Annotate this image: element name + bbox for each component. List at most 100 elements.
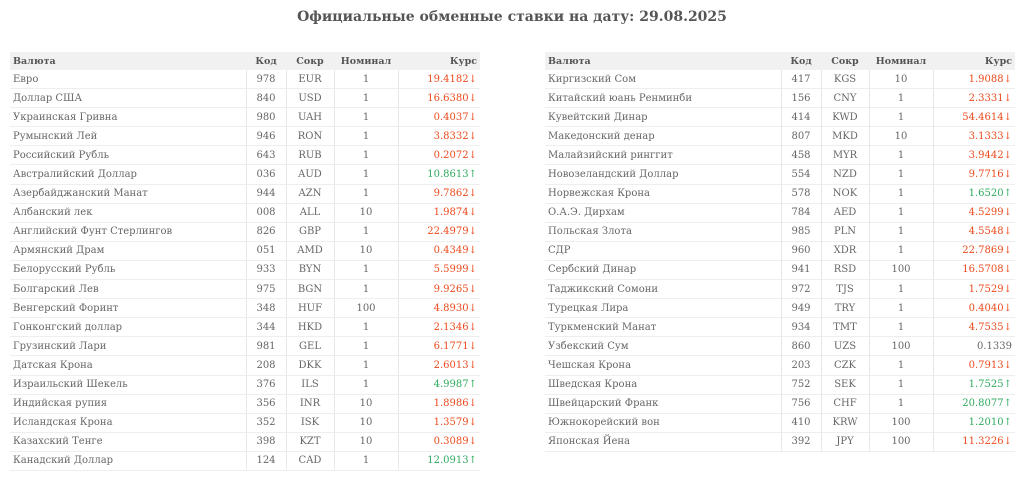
currency-abbr: DKK (285, 355, 334, 376)
currency-abbr: RSD (820, 260, 869, 281)
currency-name: Болгарский Лев (10, 279, 246, 300)
currency-code: 985 (780, 222, 821, 242)
currency-nominal: 10 (333, 413, 398, 433)
currency-abbr: ALL (285, 203, 334, 223)
currency-rate: 9.7716↓ (932, 164, 1015, 185)
currency-name: Украинская Гривна (10, 107, 246, 128)
currency-name: Датская Крона (10, 355, 246, 376)
currency-code: 933 (245, 260, 286, 281)
table-row: Узбекский Сум 860 UZS 100 0.1339 (545, 336, 1015, 357)
currency-abbr: KGS (820, 70, 869, 90)
table-row: Сербский Динар 941 RSD 100 16.5708↓ (545, 260, 1015, 281)
currency-code: 352 (245, 413, 286, 433)
currency-abbr: PLN (820, 222, 869, 242)
currency-abbr: KWD (820, 107, 869, 128)
currency-name: Южнокорейский вон (545, 413, 781, 433)
currency-abbr: TJS (820, 279, 869, 300)
table-row: Польская Злота 985 PLN 1 4.5548↓ (545, 222, 1015, 242)
currency-rate: 10.8613↑ (397, 164, 480, 185)
table-row: Кувейтский Динар 414 KWD 1 54.4614↓ (545, 107, 1015, 128)
table-row: Азербайджанский Манат 944 AZN 1 9.7862↓ (10, 184, 480, 204)
currency-code: 807 (780, 126, 821, 147)
currency-name: Турецкая Лира (545, 298, 781, 319)
currency-code: 643 (245, 145, 286, 166)
currency-name: Румынский Лей (10, 126, 246, 147)
table-row: Английский Фунт Стерлингов 826 GBP 1 22.4979… (10, 222, 480, 242)
currency-nominal: 1 (868, 394, 933, 414)
currency-abbr: CZK (820, 355, 869, 376)
table-row: Австралийский Доллар 036 AUD 1 10.8613↑ (10, 164, 480, 185)
currency-abbr: EUR (285, 70, 334, 90)
currency-code: 051 (245, 241, 286, 261)
currency-nominal: 10 (868, 70, 933, 90)
currency-rate: 1.6520↑ (932, 184, 1015, 204)
currency-name: Швейцарский Франк (545, 394, 781, 414)
currency-abbr: GBP (285, 222, 334, 242)
currency-code: 946 (245, 126, 286, 147)
currency-rate: 0.4037↓ (397, 107, 480, 128)
currency-nominal: 1 (333, 164, 398, 185)
currency-name: Македонский денар (545, 126, 781, 147)
table-row: Болгарский Лев 975 BGN 1 9.9265↓ (10, 279, 480, 300)
currency-code: 392 (780, 432, 821, 452)
currency-abbr: CNY (820, 88, 869, 109)
currency-rate: 12.0913↑ (397, 451, 480, 471)
currency-code: 941 (780, 260, 821, 281)
currency-rate: 0.3089↓ (397, 432, 480, 452)
currency-abbr: UZS (820, 336, 869, 357)
currency-nominal: 1 (333, 222, 398, 242)
currency-rate: 0.7913↓ (932, 355, 1015, 376)
currency-rate: 54.4614↓ (932, 107, 1015, 128)
currency-name: Канадский Доллар (10, 451, 246, 471)
currency-rate: 1.2010↑ (932, 413, 1015, 433)
currency-code: 348 (245, 298, 286, 319)
currency-nominal: 1 (868, 222, 933, 242)
currency-code: 980 (245, 107, 286, 128)
currency-rate: 5.5999↓ (397, 260, 480, 281)
currency-nominal: 10 (333, 432, 398, 452)
table-row: Румынский Лей 946 RON 1 3.8332↓ (10, 126, 480, 147)
currency-code: 934 (780, 317, 821, 338)
currency-name: Евро (10, 70, 246, 90)
currency-code: 458 (780, 145, 821, 166)
currency-nominal: 1 (333, 317, 398, 338)
table-row: Исландская Крона 352 ISK 10 1.3579↓ (10, 413, 480, 433)
currency-nominal: 1 (868, 241, 933, 261)
header-abbr: Сокр (821, 52, 869, 70)
currency-abbr: BYN (285, 260, 334, 281)
currency-rate: 6.1771↓ (397, 336, 480, 357)
table-row: Южнокорейский вон 410 KRW 100 1.2010↑ (545, 413, 1015, 433)
currency-nominal: 1 (333, 70, 398, 90)
currency-rate: 1.9088↓ (932, 70, 1015, 90)
currency-name: Грузинский Лари (10, 336, 246, 357)
currency-abbr: AMD (285, 241, 334, 261)
currency-abbr: UAH (285, 107, 334, 128)
currency-rate: 16.6380↓ (397, 88, 480, 109)
currency-nominal: 1 (868, 203, 933, 223)
currency-code: 784 (780, 203, 821, 223)
currency-abbr: MKD (820, 126, 869, 147)
currency-code: 960 (780, 241, 821, 261)
header-rate: Курс (398, 52, 480, 70)
currency-abbr: NOK (820, 184, 869, 204)
currency-abbr: CHF (820, 394, 869, 414)
currency-rate: 2.3331↓ (932, 88, 1015, 109)
currency-rate: 19.4182↓ (397, 70, 480, 90)
currency-rate: 3.1333↓ (932, 126, 1015, 147)
currency-nominal: 10 (333, 241, 398, 261)
header-code: Код (781, 52, 821, 70)
currency-rate: 4.9987↑ (397, 375, 480, 395)
currency-rate: 22.4979↓ (397, 222, 480, 242)
currency-name: Албанский лек (10, 203, 246, 223)
table-row: Доллар США 840 USD 1 16.6380↓ (10, 88, 480, 109)
table-header: Валюта Код Сокр Номинал Курс (10, 52, 480, 70)
table-row: Норвежская Крона 578 NOK 1 1.6520↑ (545, 184, 1015, 204)
currency-rate: 4.8930↓ (397, 298, 480, 319)
table-row: Турецкая Лира 949 TRY 1 0.4040↓ (545, 298, 1015, 319)
table-row: Гонконгский доллар 344 HKD 1 2.1346↓ (10, 317, 480, 338)
table-row: Белорусский Рубль 933 BYN 1 5.5999↓ (10, 260, 480, 281)
currency-code: 398 (245, 432, 286, 452)
currency-code: 981 (245, 336, 286, 357)
currency-abbr: HKD (285, 317, 334, 338)
currency-name: Гонконгский доллар (10, 317, 246, 338)
